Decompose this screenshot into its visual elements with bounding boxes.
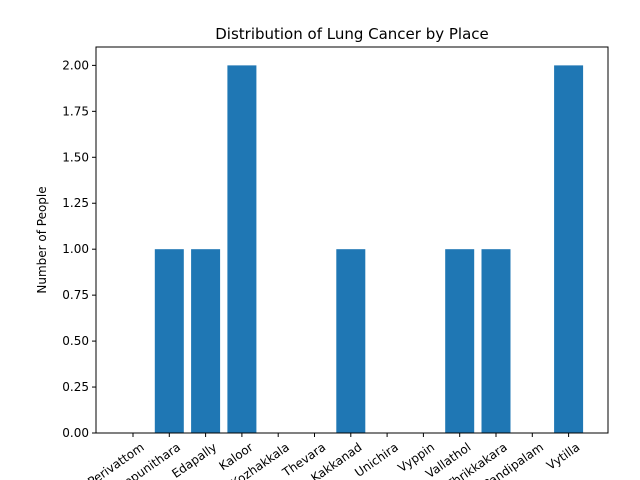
chart-title: Distribution of Lung Cancer by Place [215, 25, 489, 43]
bar [227, 65, 257, 433]
y-tick-label: 0.00 [62, 426, 89, 440]
y-tick-label: 0.25 [62, 380, 89, 394]
bars-group [154, 65, 584, 433]
y-tick-label: 1.00 [62, 242, 89, 256]
y-tick-label: 1.75 [62, 104, 89, 118]
bar [154, 249, 184, 433]
y-tick-label: 1.50 [62, 150, 89, 164]
bar [481, 249, 511, 433]
y-tick-label: 2.00 [62, 58, 89, 72]
y-tick-label: 0.75 [62, 288, 89, 302]
bar [191, 249, 221, 433]
bar [445, 249, 475, 433]
y-tick-label: 0.50 [62, 334, 89, 348]
y-axis-label: Number of People [35, 186, 49, 293]
x-tick-label: Vytilla [544, 440, 582, 473]
bar [554, 65, 584, 433]
y-tick-label: 1.25 [62, 196, 89, 210]
y-axis: 0.00 0.25 0.50 0.75 1.00 1.25 1.50 1.75 2.00 [62, 58, 96, 440]
plot-frame [95, 46, 609, 434]
bar [336, 249, 366, 433]
x-axis: PerivattomThrippunitharaEdapallyKaloorKo… [85, 433, 582, 480]
